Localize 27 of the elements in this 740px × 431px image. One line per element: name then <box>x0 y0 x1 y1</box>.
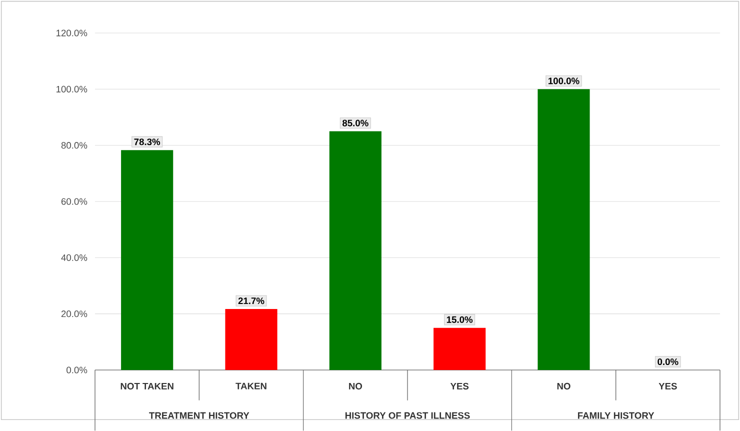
y-tick-label: 80.0% <box>61 142 88 149</box>
x-tick-label: YES <box>450 382 469 390</box>
data-label: 100.0% <box>548 78 580 84</box>
x-tick-label: TAKEN <box>236 382 266 390</box>
y-tick-label: 100.0% <box>56 86 88 92</box>
bar <box>225 309 278 370</box>
x-tick-label: NO <box>349 382 362 390</box>
bar <box>121 150 174 370</box>
bar <box>538 89 590 370</box>
text: TREATMENT HISTORY <box>149 412 250 419</box>
text: HISTORY OF PAST ILLNESS <box>345 412 470 419</box>
y-tick-label: 120.0% <box>56 30 88 36</box>
bar <box>434 328 486 370</box>
data-label: 21.7% <box>238 298 264 304</box>
y-tick-label: 0.0% <box>66 366 88 374</box>
x-tick-label: NOT TAKEN <box>120 382 174 390</box>
y-tick-label: 60.0% <box>61 198 88 205</box>
text: FAMILY HISTORY <box>578 412 654 419</box>
y-tick-label: 20.0% <box>61 310 88 318</box>
x-tick-label: YES <box>658 382 677 390</box>
data-label: 85.0% <box>342 120 368 126</box>
data-label: 78.3% <box>134 138 160 146</box>
data-label: 15.0% <box>446 316 473 323</box>
data-label: 0.0% <box>658 358 678 366</box>
x-tick-label: NO <box>557 382 570 390</box>
bar <box>329 131 382 370</box>
y-tick-label: 40.0% <box>61 254 88 261</box>
